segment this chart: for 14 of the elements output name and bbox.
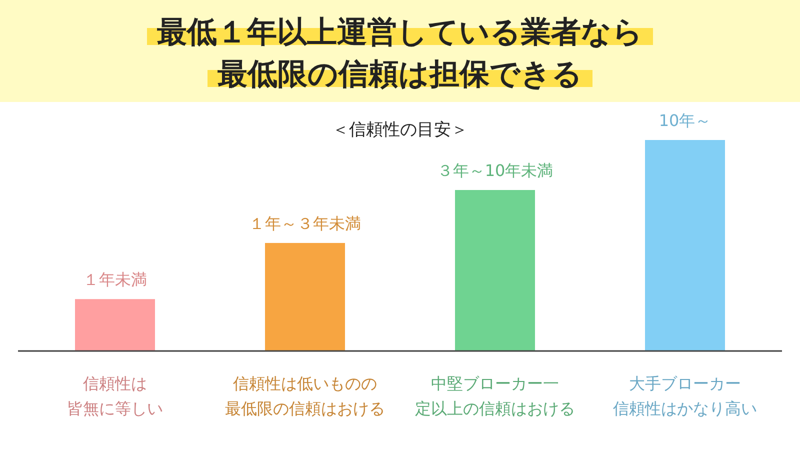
annotation: １年～３年未満 xyxy=(249,214,361,233)
x-tick-label: 大手ブローカー信頼性はかなり高い xyxy=(613,374,757,418)
x-tick-label: 中堅ブローカー一定以上の信頼はおける xyxy=(415,374,575,418)
x-tick-label: 信頼性は低いものの最低限の信頼はおける xyxy=(225,374,385,418)
x-tick-label: 信頼性は皆無に等しい xyxy=(67,374,163,418)
chart-subtitle: ＜信頼性の目安＞ xyxy=(332,120,468,140)
chart-title: 最低１年以上運営している業者なら最低限の信頼は担保できる xyxy=(157,15,643,92)
bar xyxy=(455,190,535,351)
bar xyxy=(265,242,345,351)
bar xyxy=(645,140,725,351)
bar xyxy=(75,299,155,351)
annotation: １年未満 xyxy=(83,270,147,290)
annotation: ３年～10年未満 xyxy=(436,161,554,180)
annotation: 10年～ xyxy=(658,111,712,130)
